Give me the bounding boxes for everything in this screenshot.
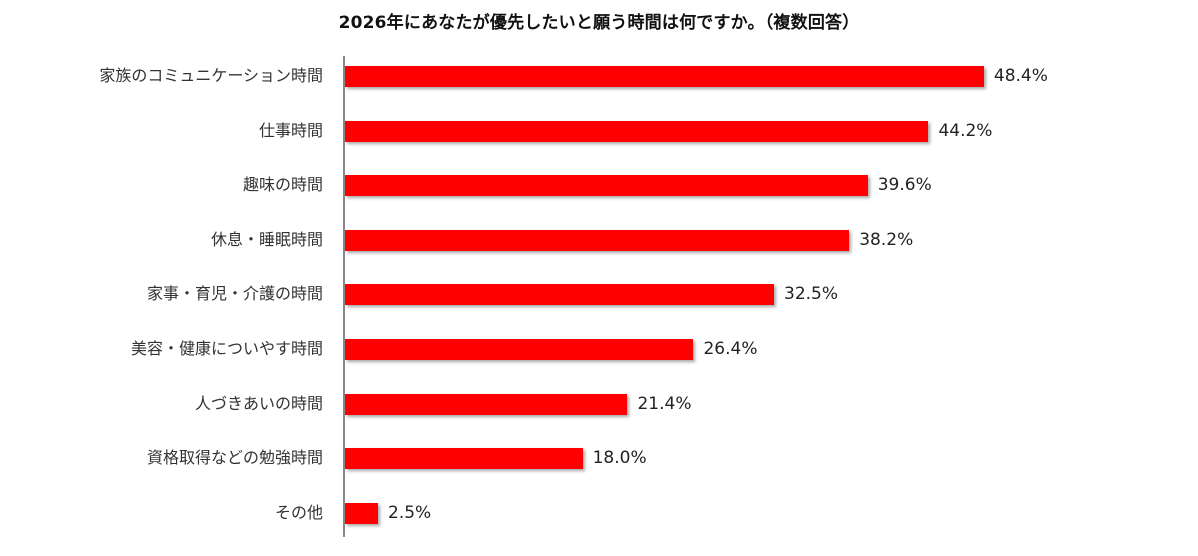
bar-row: 仕事時間 44.2% (0, 120, 1198, 143)
value-label: 26.4% (703, 339, 758, 359)
bar (345, 229, 850, 251)
bar-row: 美容・健康についやす時間 26.4% (0, 339, 1198, 361)
category-label: 家族のコミュニケーション時間 (99, 66, 323, 85)
category-label: 趣味の時間 (242, 175, 323, 195)
bar-row: 家事・育児・介護の時間 32.5% (0, 284, 1198, 306)
bar-row: 人づきあいの時間 21.4% (0, 393, 1198, 416)
category-label: 家事・育児・介護の時間 (146, 284, 323, 304)
bar-row: 資格取得などの勉強時間 18.0% (0, 448, 1198, 470)
value-label: 18.0% (592, 448, 647, 469)
bar-row: 趣味の時間 39.6% (0, 175, 1198, 197)
bar (345, 502, 378, 524)
bar (345, 284, 774, 306)
bar-row: その他 2.5% (0, 502, 1198, 525)
value-label: 2.5% (388, 502, 432, 523)
category-label: 美容・健康についやす時間 (130, 339, 323, 358)
bar (345, 393, 628, 415)
bar-row: 休息・睡眠時間 38.2% (0, 229, 1198, 252)
value-label: 39.6% (877, 175, 932, 196)
value-label: 38.2% (859, 229, 914, 250)
bar (345, 448, 583, 470)
category-label: その他 (274, 502, 323, 522)
bar (345, 66, 984, 87)
category-label: 人づきあいの時間 (194, 393, 323, 413)
category-label: 休息・睡眠時間 (210, 229, 323, 249)
y-axis-line (343, 56, 345, 537)
value-label: 21.4% (637, 393, 692, 414)
value-label: 48.4% (993, 66, 1048, 86)
bar-row: 家族のコミュニケーション時間 48.4% (0, 66, 1198, 88)
bar (345, 120, 929, 142)
bar (345, 175, 868, 197)
value-label: 32.5% (784, 284, 839, 305)
value-label: 44.2% (938, 120, 993, 141)
category-label: 仕事時間 (258, 120, 323, 140)
category-label: 資格取得などの勉強時間 (146, 448, 323, 468)
bar (345, 339, 694, 360)
chart-title: 2026年にあなたが優先したいと願う時間は何ですか。（複数回答） (338, 13, 860, 33)
